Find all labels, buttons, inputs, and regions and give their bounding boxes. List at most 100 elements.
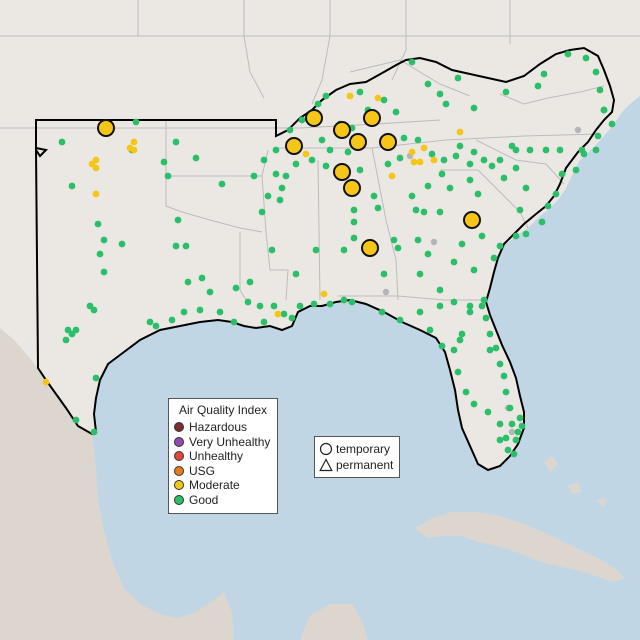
monitor-good[interactable] bbox=[504, 446, 512, 454]
monitor-good[interactable] bbox=[508, 420, 516, 428]
monitor-good[interactable] bbox=[296, 302, 304, 310]
monitor-moderate-large[interactable] bbox=[349, 133, 367, 151]
monitor-moderate-small[interactable] bbox=[42, 378, 50, 386]
monitor-good[interactable] bbox=[490, 254, 498, 262]
monitor-moderate-small[interactable] bbox=[410, 158, 418, 166]
monitor-good[interactable] bbox=[344, 148, 352, 156]
monitor-good[interactable] bbox=[608, 120, 616, 128]
monitor-good[interactable] bbox=[436, 208, 444, 216]
monitor-good[interactable] bbox=[312, 246, 320, 254]
monitor-good[interactable] bbox=[556, 146, 564, 154]
monitor-good[interactable] bbox=[594, 132, 602, 140]
monitor-moderate-small[interactable] bbox=[130, 138, 138, 146]
monitor-good[interactable] bbox=[72, 326, 80, 334]
monitor-good[interactable] bbox=[246, 278, 254, 286]
monitor-good[interactable] bbox=[450, 346, 458, 354]
monitor-good[interactable] bbox=[428, 150, 436, 158]
monitor-good[interactable] bbox=[436, 302, 444, 310]
monitor-good[interactable] bbox=[488, 162, 496, 170]
monitor-good[interactable] bbox=[424, 182, 432, 190]
monitor-good[interactable] bbox=[90, 306, 98, 314]
monitor-good[interactable] bbox=[272, 170, 280, 178]
monitor-good[interactable] bbox=[260, 318, 268, 326]
monitor-good[interactable] bbox=[480, 156, 488, 164]
monitor-good[interactable] bbox=[184, 278, 192, 286]
monitor-moderate-small[interactable] bbox=[408, 148, 416, 156]
monitor-moderate-small[interactable] bbox=[126, 144, 134, 152]
monitor-good[interactable] bbox=[538, 218, 546, 226]
monitor-moderate-large[interactable] bbox=[343, 179, 361, 197]
monitor-good[interactable] bbox=[516, 206, 524, 214]
monitor-good[interactable] bbox=[168, 316, 176, 324]
monitor-good[interactable] bbox=[492, 344, 500, 352]
monitor-good[interactable] bbox=[416, 308, 424, 316]
monitor-good[interactable] bbox=[132, 118, 140, 126]
monitor-good[interactable] bbox=[394, 244, 402, 252]
monitor-good[interactable] bbox=[600, 106, 608, 114]
monitor-good[interactable] bbox=[470, 104, 478, 112]
monitor-good[interactable] bbox=[192, 154, 200, 162]
monitor-good[interactable] bbox=[470, 400, 478, 408]
monitor-good[interactable] bbox=[540, 70, 548, 78]
monitor-good[interactable] bbox=[452, 152, 460, 160]
monitor-good[interactable] bbox=[436, 286, 444, 294]
monitor-good[interactable] bbox=[206, 288, 214, 296]
monitor-moderate-large[interactable] bbox=[333, 163, 351, 181]
monitor-good[interactable] bbox=[264, 192, 272, 200]
monitor-good[interactable] bbox=[450, 298, 458, 306]
monitor-good[interactable] bbox=[146, 318, 154, 326]
monitor-good[interactable] bbox=[94, 220, 102, 228]
monitor-good[interactable] bbox=[164, 172, 172, 180]
monitor-good[interactable] bbox=[160, 158, 168, 166]
monitor-good[interactable] bbox=[100, 236, 108, 244]
monitor-good[interactable] bbox=[292, 270, 300, 278]
monitor-good[interactable] bbox=[446, 184, 454, 192]
monitor-good[interactable] bbox=[512, 146, 520, 154]
monitor-good[interactable] bbox=[414, 236, 422, 244]
monitor-good[interactable] bbox=[276, 196, 284, 204]
monitor-good[interactable] bbox=[218, 180, 226, 188]
monitor-good[interactable] bbox=[416, 270, 424, 278]
monitor-good[interactable] bbox=[280, 310, 288, 318]
monitor-good[interactable] bbox=[442, 100, 450, 108]
monitor-good[interactable] bbox=[496, 156, 504, 164]
monitor-moderate-large[interactable] bbox=[361, 239, 379, 257]
monitor-moderate-small[interactable] bbox=[420, 144, 428, 152]
monitor-good[interactable] bbox=[340, 246, 348, 254]
monitor-good[interactable] bbox=[370, 192, 378, 200]
monitor-good[interactable] bbox=[514, 428, 522, 436]
monitor-good[interactable] bbox=[408, 58, 416, 66]
monitor-good[interactable] bbox=[270, 302, 278, 310]
monitor-good[interactable] bbox=[470, 148, 478, 156]
monitor-good[interactable] bbox=[408, 192, 416, 200]
monitor-good[interactable] bbox=[478, 302, 486, 310]
monitor-moderate-small[interactable] bbox=[388, 172, 396, 180]
monitor-good[interactable] bbox=[308, 156, 316, 164]
monitor-moderate-small[interactable] bbox=[456, 128, 464, 136]
monitor-good[interactable] bbox=[500, 372, 508, 380]
monitor-good[interactable] bbox=[90, 428, 98, 436]
monitor-good[interactable] bbox=[482, 314, 490, 322]
monitor-good[interactable] bbox=[470, 266, 478, 274]
monitor-good[interactable] bbox=[496, 420, 504, 428]
monitor-good[interactable] bbox=[68, 182, 76, 190]
monitor-good[interactable] bbox=[436, 90, 444, 98]
monitor-nodata[interactable] bbox=[508, 428, 516, 436]
monitor-good[interactable] bbox=[400, 134, 408, 142]
monitor-good[interactable] bbox=[592, 146, 600, 154]
monitor-good[interactable] bbox=[522, 230, 530, 238]
monitor-moderate-small[interactable] bbox=[302, 150, 310, 158]
monitor-moderate-large[interactable] bbox=[97, 119, 115, 137]
monitor-good[interactable] bbox=[502, 388, 510, 396]
monitor-good[interactable] bbox=[172, 138, 180, 146]
monitor-good[interactable] bbox=[326, 300, 334, 308]
monitor-good[interactable] bbox=[216, 308, 224, 316]
monitor-good[interactable] bbox=[486, 330, 494, 338]
monitor-good[interactable] bbox=[438, 170, 446, 178]
monitor-nodata[interactable] bbox=[382, 288, 390, 296]
monitor-good[interactable] bbox=[288, 314, 296, 322]
monitor-good[interactable] bbox=[440, 156, 448, 164]
monitor-good[interactable] bbox=[412, 206, 420, 214]
monitor-good[interactable] bbox=[282, 172, 290, 180]
monitor-good[interactable] bbox=[174, 216, 182, 224]
